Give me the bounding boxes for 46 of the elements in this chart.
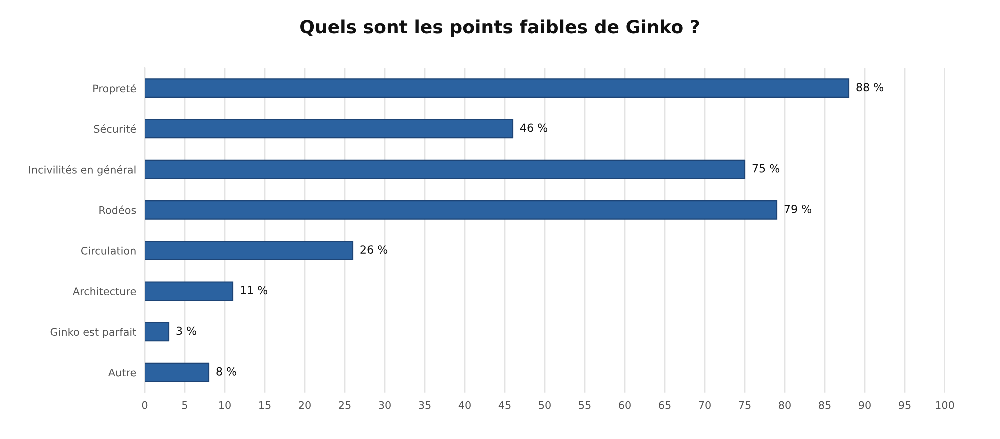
x-tick-label: 75: [739, 402, 751, 410]
bar: [145, 241, 354, 260]
data-label: 11 %: [241, 286, 268, 295]
x-tick-label: 25: [339, 401, 351, 410]
y-tick-label: Propreté: [94, 84, 136, 95]
x-tick-label: 60: [619, 401, 631, 410]
x-tick-label: 30: [379, 401, 391, 410]
data-label: 8 %: [216, 367, 236, 376]
bar: [145, 78, 850, 98]
bar: [145, 322, 170, 342]
data-label: 46 %: [520, 124, 548, 132]
bar: [145, 200, 778, 220]
data-label: 26 %: [360, 246, 388, 254]
x-tick-label: 80: [779, 401, 791, 410]
x-tick-label: 5: [182, 402, 188, 410]
x-tick-label: 55: [579, 402, 591, 410]
y-tick-label: Sécurité: [94, 124, 136, 134]
x-tick-label: 40: [458, 401, 471, 410]
x-tick-label: 45: [498, 402, 511, 410]
x-tick-label: 10: [220, 401, 231, 410]
x-tick-label: 50: [539, 401, 551, 410]
x-tick-label: 70: [699, 401, 711, 410]
data-label: 75 %: [752, 164, 780, 173]
bar: [145, 362, 210, 382]
y-tick-label: Incivilités en général: [29, 165, 136, 176]
y-tick-label: Ginko est parfait: [50, 328, 136, 338]
bar: [145, 282, 234, 302]
y-tick-label: Autre: [108, 368, 136, 377]
x-tick-label: 65: [659, 401, 671, 410]
x-tick-label: 15: [260, 402, 271, 410]
x-tick-label: 95: [899, 401, 911, 410]
y-tick-label: Architecture: [72, 287, 136, 296]
data-label: 3 %: [176, 326, 196, 336]
chart-title: Quels sont les points faibles de Ginko ?: [300, 20, 700, 38]
x-tick-label: 35: [419, 401, 431, 410]
data-label: 79 %: [784, 204, 812, 214]
bar: [145, 160, 746, 180]
x-tick-label: 85: [819, 401, 831, 410]
y-tick-label: Rodéos: [100, 206, 136, 214]
x-tick-label: 100: [936, 401, 954, 410]
data-label: 88 %: [856, 83, 884, 92]
x-tick-label: 0: [142, 401, 148, 410]
bar: [145, 119, 514, 139]
x-tick-label: 90: [859, 401, 871, 410]
y-tick-label: Circulation: [81, 246, 136, 255]
x-tick-label: 20: [299, 401, 311, 410]
